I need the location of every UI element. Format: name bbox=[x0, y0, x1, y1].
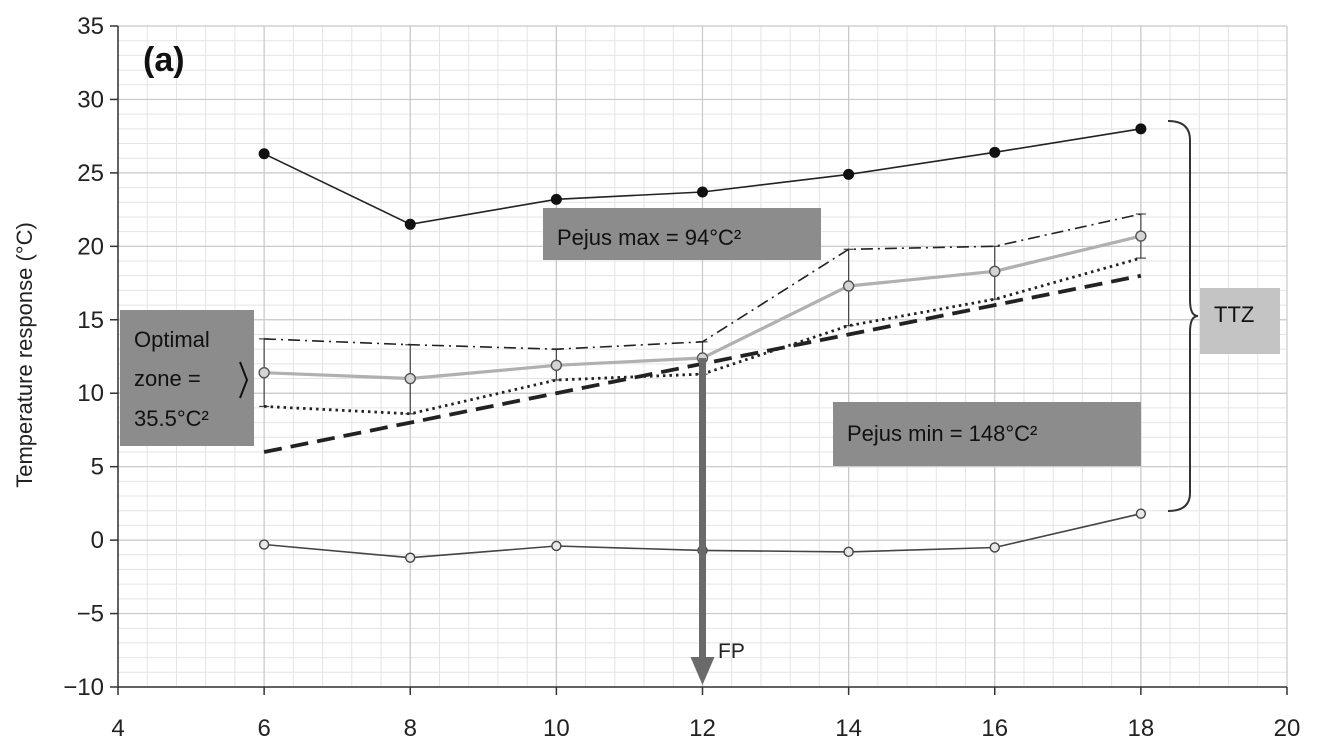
fp-arrow-head bbox=[690, 657, 715, 685]
panel-label: (a) bbox=[143, 41, 185, 79]
series-4-line bbox=[264, 213, 1142, 351]
x-tick-label: 10 bbox=[543, 715, 570, 742]
data-point bbox=[404, 372, 416, 385]
data-point bbox=[550, 359, 563, 372]
data-point bbox=[404, 218, 416, 230]
data-point bbox=[1135, 508, 1147, 519]
annotation-layer: (a) Temperature response (°C) Pejus max … bbox=[12, 41, 1280, 685]
data-point bbox=[258, 148, 270, 160]
x-tick-label: 16 bbox=[981, 715, 1008, 742]
y-tick-label: 0 bbox=[91, 527, 104, 554]
data-point bbox=[697, 186, 708, 198]
x-tick-label: 4 bbox=[111, 715, 124, 742]
x-tick-label: 18 bbox=[1128, 715, 1155, 742]
data-point bbox=[258, 366, 270, 379]
pejus-max-box bbox=[543, 208, 821, 260]
data-point bbox=[989, 265, 1001, 278]
y-tick-label: 10 bbox=[77, 380, 104, 407]
x-tick-label: 14 bbox=[835, 715, 862, 742]
optimal-zone-bracket bbox=[239, 361, 249, 399]
y-tick-label: 15 bbox=[77, 307, 104, 334]
y-tick-labels: 35 30 25 20 15 10 5 0 −5 −10 bbox=[63, 13, 118, 701]
x-tick-label: 6 bbox=[257, 715, 270, 742]
ttz-label: TTZ bbox=[1214, 302, 1254, 327]
data-point bbox=[550, 193, 562, 205]
data-point bbox=[842, 280, 855, 292]
y-tick-label: 5 bbox=[91, 454, 104, 481]
pejus-max-label: Pejus max = 94°C² bbox=[557, 225, 741, 250]
optimal-zone-label-line1: Optimal bbox=[134, 327, 210, 352]
data-point bbox=[989, 542, 1000, 553]
x-tick-label: 20 bbox=[1274, 715, 1301, 742]
pejus-min-box bbox=[833, 402, 1141, 466]
y-tick-label: −5 bbox=[77, 601, 104, 628]
ttz-brace bbox=[1167, 120, 1199, 512]
x-tick-labels: 4 6 8 10 12 14 16 18 20 bbox=[111, 687, 1300, 742]
data-point bbox=[258, 539, 270, 550]
series-4 bbox=[264, 213, 1142, 351]
y-tick-label: 25 bbox=[77, 160, 104, 187]
data-point bbox=[405, 552, 416, 563]
y-tick-label: 35 bbox=[77, 13, 104, 40]
pejus-min-label: Pejus min = 148°C² bbox=[847, 421, 1037, 446]
data-point bbox=[843, 546, 854, 558]
optimal-zone-box bbox=[120, 310, 254, 446]
fp-label: FP bbox=[718, 640, 745, 663]
y-tick-label: 20 bbox=[77, 233, 104, 260]
data-point bbox=[1135, 230, 1147, 242]
x-tick-label: 12 bbox=[689, 715, 716, 742]
optimal-zone-label-line3: 35.5°C² bbox=[134, 406, 209, 431]
data-point bbox=[989, 146, 1001, 158]
y-axis-label: Temperature response (°C) bbox=[12, 222, 37, 488]
data-point bbox=[551, 540, 562, 552]
y-tick-label: 30 bbox=[77, 86, 104, 113]
data-point bbox=[1135, 123, 1147, 135]
x-tick-label: 8 bbox=[404, 715, 417, 742]
series-1 bbox=[258, 123, 1147, 230]
ttz-box bbox=[1200, 288, 1280, 354]
y-tick-label: −10 bbox=[63, 674, 104, 701]
data-point bbox=[843, 168, 855, 180]
optimal-zone-label-line2: zone = bbox=[134, 366, 201, 391]
